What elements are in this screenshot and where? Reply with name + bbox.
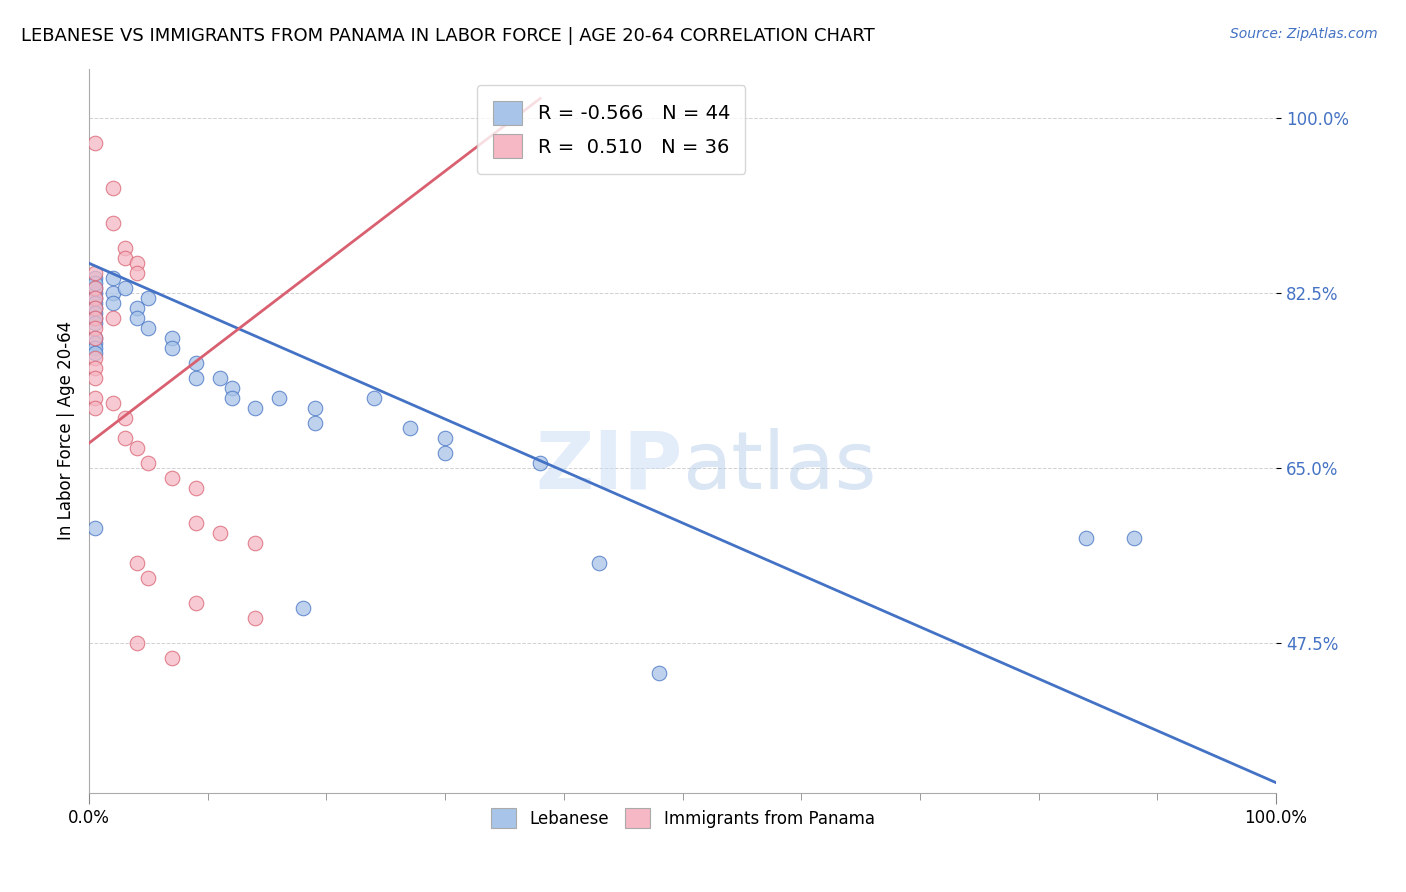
Point	[84, 321, 107, 335]
Point	[434, 446, 457, 460]
Point	[125, 301, 148, 316]
Point	[114, 431, 136, 445]
Point	[84, 296, 107, 310]
Point	[1122, 531, 1144, 545]
Point	[588, 556, 610, 570]
Point	[101, 296, 124, 310]
Point	[84, 311, 107, 326]
Point	[184, 596, 207, 610]
Point	[245, 401, 267, 416]
Point	[434, 431, 457, 445]
Y-axis label: In Labor Force | Age 20-64: In Labor Force | Age 20-64	[58, 321, 75, 541]
Point	[138, 291, 160, 305]
Point	[184, 481, 207, 495]
Point	[291, 600, 314, 615]
Point	[125, 556, 148, 570]
Point	[125, 266, 148, 280]
Point	[114, 411, 136, 425]
Point	[160, 650, 183, 665]
Text: atlas: atlas	[682, 428, 877, 506]
Point	[160, 471, 183, 485]
Point	[267, 391, 290, 405]
Point	[84, 401, 107, 416]
Point	[84, 311, 107, 326]
Point	[221, 391, 243, 405]
Point	[84, 281, 107, 295]
Point	[648, 665, 671, 680]
Point	[84, 286, 107, 301]
Point	[101, 286, 124, 301]
Point	[125, 256, 148, 270]
Point	[84, 351, 107, 366]
Point	[304, 416, 326, 430]
Point	[101, 181, 124, 195]
Point	[221, 381, 243, 395]
Point	[529, 456, 551, 470]
Point	[84, 306, 107, 320]
Point	[84, 291, 107, 305]
Point	[245, 611, 267, 625]
Point	[208, 371, 231, 385]
Point	[138, 571, 160, 585]
Point	[304, 401, 326, 416]
Point	[84, 271, 107, 285]
Point	[245, 536, 267, 550]
Point	[84, 371, 107, 385]
Point	[184, 371, 207, 385]
Point	[101, 216, 124, 230]
Point	[84, 301, 107, 316]
Point	[160, 331, 183, 345]
Point	[84, 361, 107, 376]
Point	[84, 136, 107, 151]
Legend: Lebanese, Immigrants from Panama: Lebanese, Immigrants from Panama	[484, 801, 882, 835]
Point	[84, 281, 107, 295]
Point	[114, 281, 136, 295]
Point	[138, 456, 160, 470]
Point	[138, 321, 160, 335]
Point	[84, 331, 107, 345]
Point	[84, 266, 107, 280]
Point	[125, 311, 148, 326]
Point	[84, 336, 107, 351]
Point	[84, 301, 107, 316]
Point	[84, 521, 107, 535]
Point	[84, 331, 107, 345]
Point	[208, 525, 231, 540]
Point	[101, 396, 124, 410]
Point	[114, 252, 136, 266]
Point	[101, 271, 124, 285]
Point	[84, 316, 107, 330]
Point	[160, 341, 183, 355]
Point	[84, 391, 107, 405]
Point	[363, 391, 385, 405]
Point	[398, 421, 420, 435]
Point	[125, 636, 148, 650]
Point	[1076, 531, 1098, 545]
Text: ZIP: ZIP	[536, 428, 682, 506]
Point	[184, 356, 207, 370]
Point	[125, 441, 148, 455]
Point	[84, 291, 107, 305]
Text: LEBANESE VS IMMIGRANTS FROM PANAMA IN LABOR FORCE | AGE 20-64 CORRELATION CHART: LEBANESE VS IMMIGRANTS FROM PANAMA IN LA…	[21, 27, 875, 45]
Point	[184, 516, 207, 530]
Text: Source: ZipAtlas.com: Source: ZipAtlas.com	[1230, 27, 1378, 41]
Point	[101, 311, 124, 326]
Point	[84, 277, 107, 291]
Point	[84, 346, 107, 360]
Point	[84, 341, 107, 355]
Point	[114, 241, 136, 255]
